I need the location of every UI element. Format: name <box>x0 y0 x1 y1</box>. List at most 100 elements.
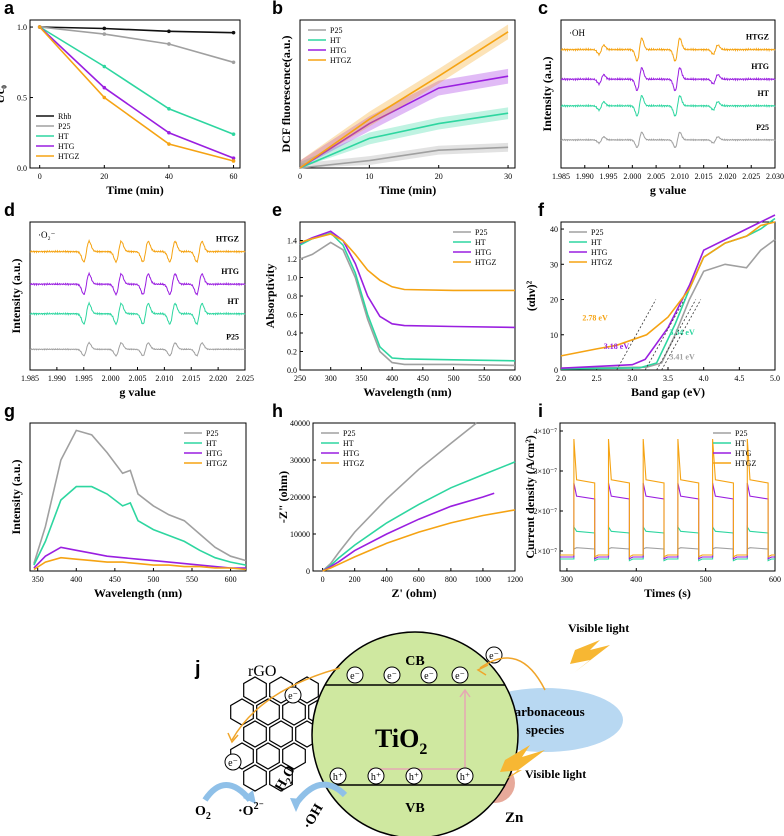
data-point-HT <box>167 107 171 111</box>
vb-label: VB <box>405 801 424 816</box>
series-line-HTGZ <box>33 556 247 571</box>
chart-c: 1.985 1.990 1.995 2.000 2.005 2.010 2.015 2.020… <box>538 0 784 197</box>
legend-label-HTG: HTG <box>343 449 360 458</box>
hydroxyl-label: ·OH <box>300 801 326 832</box>
data-point-P25 <box>167 42 171 46</box>
y-tick-label: 4×10⁻⁷ <box>533 427 557 436</box>
chart-i: 300 400 500 600 1×10⁻⁷ 2×10⁻⁷ 3×10⁻⁷ 4×10⁻⁷ Time… <box>523 401 781 600</box>
chart-g: 350 400 450 500 550 600 Wavelength (nm) Intensi… <box>4 401 247 600</box>
x-axis-label: Time (min) <box>106 183 163 197</box>
x-tick-label: 300 <box>325 374 337 383</box>
legend-label-HT: HT <box>735 439 746 448</box>
tangent-HTG <box>644 299 685 371</box>
legend-label-HTGZ: HTGZ <box>343 459 364 468</box>
series-line-HTGZ <box>29 239 246 264</box>
legend-label-P25: P25 <box>591 228 603 237</box>
data-point-Rhb <box>231 30 236 35</box>
legend-label-HTGZ: HTGZ <box>58 152 79 161</box>
electron-symbol: e⁻ <box>455 671 465 682</box>
data-point-HTGZ <box>102 95 107 100</box>
legend-label-HTG: HTG <box>206 449 223 458</box>
y-tick-label: 1.0 <box>17 23 27 32</box>
panel-letter-c: c <box>538 0 548 18</box>
hole-vb <box>367 767 385 785</box>
rgo-hexagon <box>256 742 280 770</box>
y-tick-label: 1.4 <box>287 237 297 246</box>
x-tick-label: 2.015 <box>695 172 713 181</box>
data-point-HTGZ <box>167 142 171 146</box>
series-line-P25 <box>560 238 776 369</box>
y-tick-label: 3×10⁻⁷ <box>533 467 557 476</box>
data-point-HT <box>102 64 107 69</box>
chart-b: 0 10 20 30 Time (min) DCF fluorescence(a.u.) b… <box>272 0 516 197</box>
series-line-HT <box>299 112 509 169</box>
series-line-HTG <box>39 26 234 159</box>
rgo-hexagon <box>269 676 293 704</box>
band-gap-annotation: 3.41 eV <box>669 352 695 361</box>
x-tick-label: 0 <box>298 172 302 181</box>
x-tick-label: 200 <box>349 575 361 584</box>
electron-in-rgo: e⁻ <box>284 686 302 704</box>
h2o-oxidation-arrow <box>290 781 348 812</box>
series-line-HTG <box>560 214 776 369</box>
vb-holes: h⁺ h⁺ h⁺ h⁺ <box>329 767 474 785</box>
y-tick-label: 0 <box>306 567 310 576</box>
tio2-label: TiO2 <box>375 724 427 758</box>
series-line-HTGZ <box>322 509 516 572</box>
y-tick-label: 30 <box>550 260 558 269</box>
electron-cb <box>346 666 364 684</box>
data-point-HTG <box>231 156 236 160</box>
x-tick-label: 5.0 <box>770 374 780 383</box>
band-gap-annotation: 3.18 eV <box>604 342 630 351</box>
x-axis-label: g value <box>119 385 156 399</box>
x-tick-label: 500 <box>147 575 159 584</box>
chart-d: 1.985 1.990 1.995 2.000 2.005 2.010 2.015 2.020… <box>4 200 254 399</box>
x-tick-label: 2.025 <box>742 172 760 181</box>
x-tick-label: 350 <box>355 374 367 383</box>
legend-label-P25: P25 <box>206 429 218 438</box>
x-tick-label: 3.0 <box>627 374 637 383</box>
x-tick-label: 1.985 <box>21 374 39 383</box>
svg-text:e⁻: e⁻ <box>288 691 298 702</box>
rgo-hexagon <box>230 698 254 726</box>
y-tick-label: 30000 <box>290 456 310 465</box>
x-tick-label: 450 <box>109 575 121 584</box>
series-line-HT <box>33 485 247 566</box>
series-label-HT: HT <box>757 89 769 98</box>
tangent-HT <box>656 299 697 371</box>
x-tick-label: 400 <box>70 575 82 584</box>
panel-letter-d: d <box>4 200 15 220</box>
x-tick-label: 2.005 <box>647 172 665 181</box>
rgo-label: rGO <box>248 663 276 680</box>
x-tick-label: 350 <box>32 575 44 584</box>
x-tick-label: 60 <box>230 172 238 181</box>
chart-e: 250 300 350 400 450 500 550 600 0.0 0.2 0.4 0.6 0.8 1… <box>263 200 521 399</box>
y-tick-label: 1.0 <box>287 274 297 283</box>
panel-letter-h: h <box>272 401 283 421</box>
x-axis-label: Wavelength (nm) <box>363 385 451 399</box>
legend-label-HTG: HTG <box>58 142 75 151</box>
legend-label-P25: P25 <box>58 122 70 131</box>
y-axis-label: c/c₀ <box>0 85 7 103</box>
svg-text:e⁻: e⁻ <box>489 651 499 662</box>
panel-letter-i: i <box>538 401 543 421</box>
y-axis-label: Intensity (a.u.) <box>9 459 23 534</box>
legend-label-P25: P25 <box>343 429 355 438</box>
lightning-bolt-top <box>570 640 610 672</box>
x-tick-label: 2.010 <box>671 172 689 181</box>
legend-label-HTG: HTG <box>735 449 752 458</box>
legend-label-HTG: HTG <box>475 248 492 257</box>
legend-label-HT: HT <box>58 132 69 141</box>
y-tick-label: 0.2 <box>287 348 297 357</box>
hole-vb <box>405 767 423 785</box>
visible-light-top-label: Visible light <box>568 621 629 635</box>
x-tick-label: 0 <box>321 575 325 584</box>
series-line-HT <box>39 26 234 135</box>
x-tick-label: 2.025 <box>236 374 254 383</box>
band-HT <box>300 107 509 168</box>
series-line-HTGZ <box>39 26 234 162</box>
x-tick-label: 2.020 <box>718 172 736 181</box>
